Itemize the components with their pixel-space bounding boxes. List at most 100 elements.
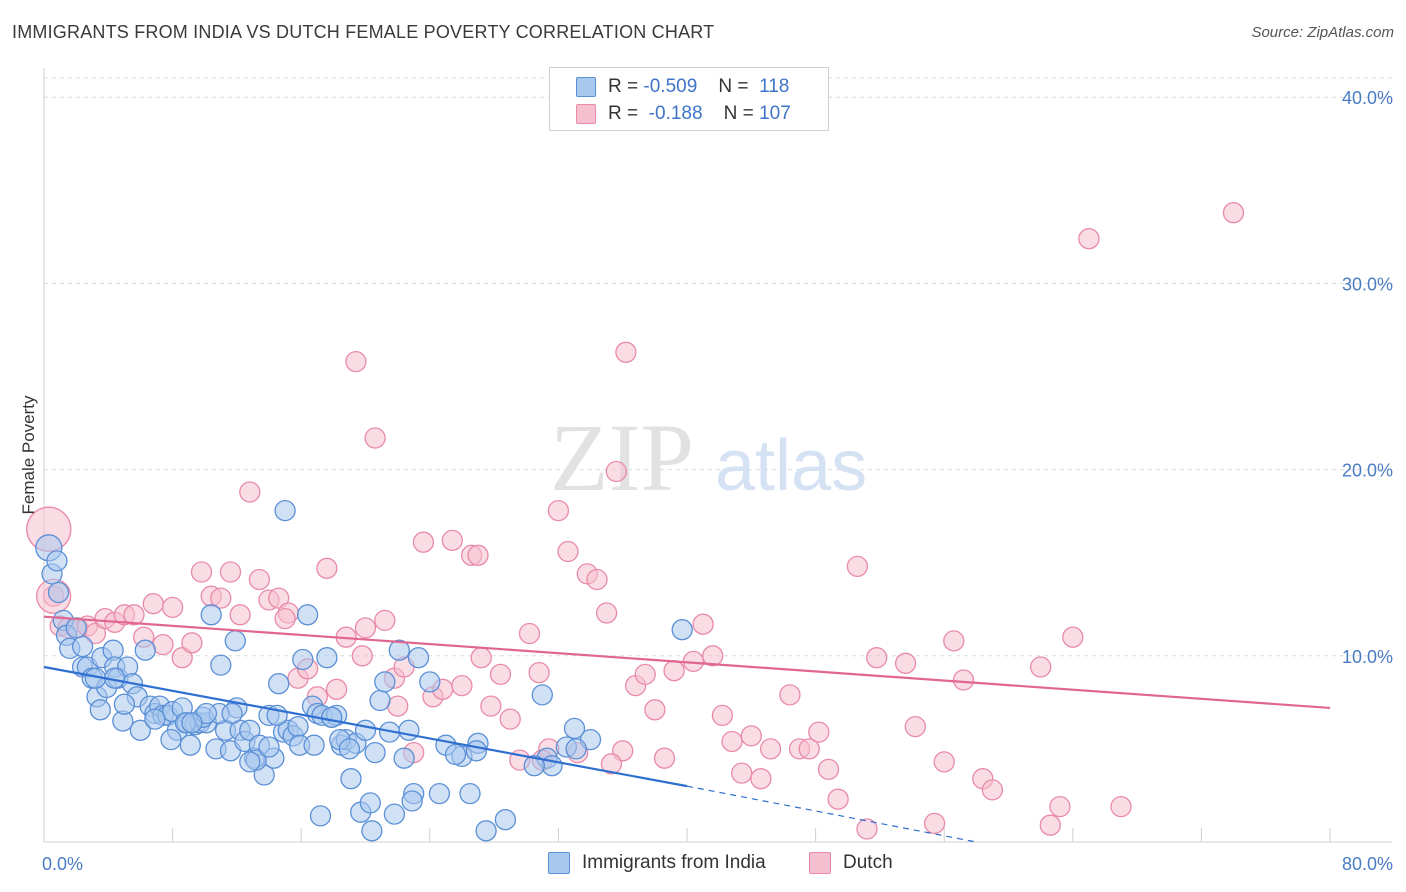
point-dutch — [866, 647, 888, 669]
point-dutch — [345, 350, 367, 373]
point-india — [274, 499, 296, 522]
point-india — [65, 617, 87, 639]
point-dutch — [84, 622, 107, 645]
point-india — [287, 715, 309, 738]
tick-labels: 10.0% 20.0% 30.0% 40.0% 0.0% 80.0% — [42, 88, 1393, 874]
point-dutch — [943, 630, 965, 652]
point-india — [369, 689, 391, 712]
legend-r-value-india: -0.509 — [643, 76, 698, 97]
point-dutch — [981, 779, 1004, 801]
point-dutch — [731, 762, 753, 784]
grid-lines — [44, 77, 1392, 657]
point-india — [224, 630, 246, 652]
point-dutch — [528, 661, 550, 684]
point-india — [134, 639, 156, 661]
bottom-legend-swatch-india — [548, 852, 570, 874]
legend-box: R = -0.509 N = 118 R = -0.188 N = 107 — [549, 67, 829, 131]
legend-n-label: N = — [718, 76, 749, 97]
regression-line-india-extension — [686, 785, 977, 843]
point-dutch — [1039, 814, 1061, 836]
point-dutch — [489, 663, 512, 686]
regression-line-dutch — [43, 615, 1331, 710]
point-dutch — [268, 587, 290, 609]
point-dutch — [1030, 656, 1052, 678]
point-dutch — [1110, 795, 1132, 818]
point-dutch — [239, 481, 261, 503]
point-dutch — [1049, 795, 1071, 818]
point-india — [113, 693, 136, 715]
point-india — [374, 671, 396, 693]
point-dutch — [600, 753, 623, 775]
point-india — [359, 792, 381, 814]
y-tick-label: 40.0% — [1342, 88, 1393, 108]
legend-n-value-india: 118 — [759, 76, 790, 97]
point-dutch — [547, 499, 570, 522]
point-dutch — [827, 788, 849, 810]
point-dutch — [798, 738, 820, 760]
point-dutch — [351, 645, 373, 667]
y-tick-label: 20.0% — [1342, 461, 1393, 481]
point-india — [393, 747, 415, 769]
point-india — [89, 699, 111, 721]
point-dutch — [354, 617, 377, 639]
point-india — [221, 702, 243, 725]
point-india — [444, 743, 467, 766]
point-dutch — [779, 684, 801, 706]
point-dutch — [518, 622, 541, 645]
point-india — [309, 805, 332, 827]
watermark-atlas: atlas — [715, 426, 867, 506]
point-dutch — [634, 663, 656, 686]
watermark: ZIP atlas — [550, 404, 867, 511]
point-india — [181, 712, 203, 734]
y-tick-label: 30.0% — [1342, 274, 1393, 294]
point-india — [210, 654, 232, 676]
legend-swatch-india — [576, 77, 596, 97]
legend-r-value-dutch: -0.188 — [648, 103, 703, 124]
point-india — [428, 782, 451, 805]
point-dutch — [1062, 626, 1084, 648]
point-dutch — [644, 699, 666, 721]
point-dutch — [470, 647, 492, 669]
series-india-points — [35, 499, 693, 842]
point-dutch — [663, 660, 685, 682]
point-dutch — [653, 747, 676, 769]
point-dutch — [387, 695, 409, 717]
point-dutch — [316, 557, 338, 579]
point-dutch — [1222, 202, 1245, 224]
y-axis-label: Female Poverty — [19, 395, 38, 515]
point-india — [200, 604, 222, 626]
point-dutch — [412, 531, 435, 553]
point-dutch — [467, 544, 489, 566]
point-india — [407, 647, 430, 669]
point-dutch — [248, 568, 271, 591]
point-india — [179, 734, 201, 756]
point-dutch — [711, 704, 734, 727]
point-india — [303, 734, 325, 756]
point-dutch — [374, 609, 396, 632]
point-dutch — [952, 669, 975, 691]
point-india — [361, 820, 383, 842]
regression-line-india — [43, 665, 688, 788]
point-dutch — [856, 818, 878, 840]
bottom-legend-india: Immigrants from India — [548, 852, 766, 874]
point-india — [129, 719, 152, 741]
point-india — [388, 639, 410, 661]
bottom-legend-swatch-dutch — [809, 852, 831, 874]
chart-title: IMMIGRANTS FROM INDIA VS DUTCH FEMALE PO… — [12, 22, 715, 42]
bottom-legend-dutch: Dutch — [809, 852, 893, 874]
point-dutch — [229, 604, 251, 626]
point-dutch — [759, 738, 782, 760]
point-india — [258, 736, 280, 758]
point-dutch — [210, 587, 232, 609]
point-dutch — [190, 561, 213, 583]
legend-n-value-dutch: 107 — [759, 103, 791, 124]
point-india — [354, 719, 377, 741]
point-dutch — [692, 613, 714, 635]
point-india — [465, 740, 488, 762]
point-india — [321, 706, 343, 728]
point-india — [47, 581, 70, 604]
x-tick-label-max: 80.0% — [1342, 854, 1393, 874]
point-dutch — [557, 540, 579, 563]
point-dutch — [846, 555, 869, 578]
bottom-legend-label-dutch: Dutch — [843, 852, 893, 873]
